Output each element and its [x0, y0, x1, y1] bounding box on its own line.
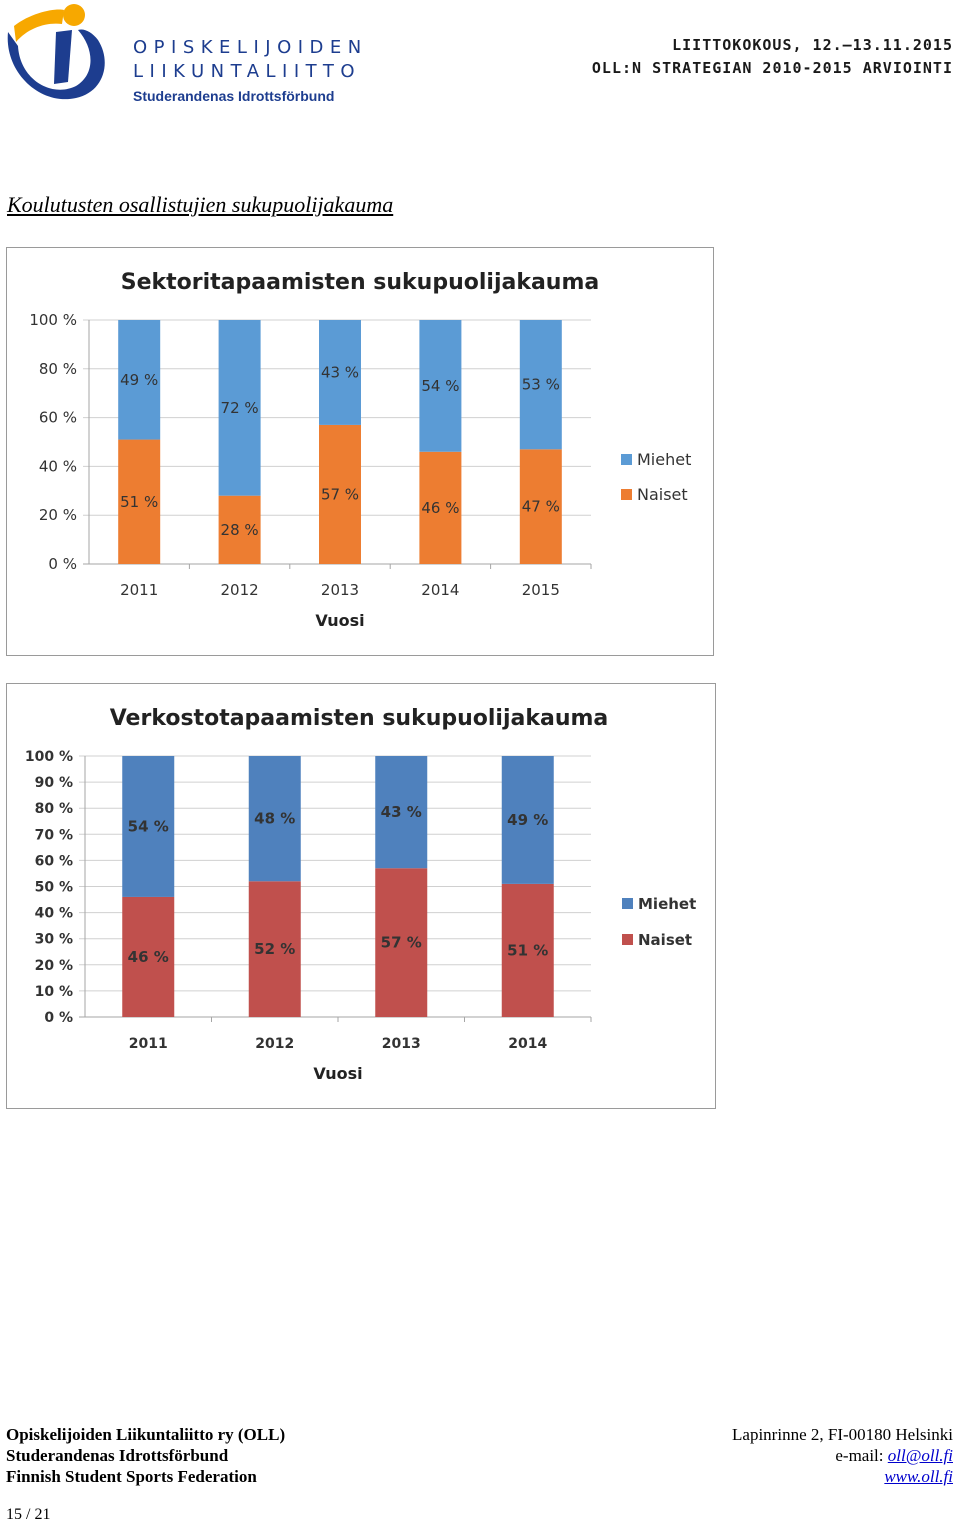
data-label-miehet-2014: 49 % — [507, 811, 548, 829]
bar-miehet-2014 — [501, 756, 554, 884]
data-label-miehet-2014: 54 % — [421, 377, 459, 395]
y-tick-label: 60 % — [39, 409, 77, 427]
y-tick-label: 100 % — [29, 311, 77, 329]
y-tick-label: 40 % — [39, 457, 77, 475]
x-tick-label: 2013 — [382, 1036, 421, 1052]
x-axis-title: Vuosi — [313, 1064, 362, 1083]
y-tick-label: 100 % — [25, 749, 73, 765]
y-tick-label: 40 % — [35, 906, 73, 922]
x-tick-label: 2015 — [522, 581, 560, 599]
y-tick-label: 80 % — [35, 801, 73, 817]
y-tick-label: 0 % — [44, 1010, 73, 1026]
y-tick-label: 70 % — [35, 827, 73, 843]
x-tick-label: 2012 — [221, 581, 259, 599]
data-label-naiset-2013: 57 % — [321, 485, 359, 503]
data-label-naiset-2013: 57 % — [381, 934, 422, 952]
chart-sektoritapaamiset-svg: Sektoritapaamisten sukupuolijakauma 0 % 20… — [29, 270, 691, 630]
chart-title: Sektoritapaamisten sukupuolijakauma — [121, 270, 600, 295]
page-number: 15 / 21 — [6, 1506, 51, 1523]
bar-naiset-2014 — [419, 451, 462, 564]
bar-miehet-2013 — [375, 756, 428, 869]
x-tick-label: 2013 — [321, 581, 359, 599]
data-label-miehet-2012: 48 % — [254, 810, 295, 828]
y-tick-label: 90 % — [35, 775, 73, 791]
footer-website-line: www.oll.fi — [732, 1466, 953, 1487]
bar-naiset-2013 — [319, 424, 361, 564]
data-label-naiset-2011: 46 % — [128, 948, 169, 966]
data-label-miehet-2011: 49 % — [120, 371, 158, 389]
y-tick-label: 80 % — [39, 360, 77, 378]
data-label-miehet-2011: 54 % — [128, 817, 169, 835]
bar-miehet-2013 — [319, 320, 361, 425]
bar-naiset-2014 — [501, 883, 554, 1017]
data-label-naiset-2014: 51 % — [507, 941, 548, 959]
legend-swatch-miehet — [621, 454, 632, 465]
footer-email-label: e-mail: — [835, 1446, 884, 1465]
footer-org-fi: Opiskelijoiden Liikuntaliitto ry (OLL) — [6, 1425, 286, 1444]
bar-naiset-2013 — [375, 868, 428, 1017]
x-tick-label: 2011 — [120, 581, 158, 599]
legend-swatch-naiset — [622, 934, 633, 945]
legend-swatch-miehet — [622, 898, 633, 909]
y-tick-label: 10 % — [35, 984, 73, 1000]
footer-org-sv: Studerandenas Idrottsförbund — [6, 1446, 229, 1465]
bar-naiset-2015 — [519, 449, 562, 564]
footer-org-en: Finnish Student Sports Federation — [6, 1467, 257, 1486]
x-tick-label: 2014 — [508, 1036, 547, 1052]
footer-email-line: e-mail: oll@oll.fi — [732, 1445, 953, 1466]
y-tick-label: 0 % — [48, 555, 77, 573]
legend-label-miehet: Miehet — [638, 895, 696, 913]
y-tick-label: 60 % — [35, 853, 73, 869]
bar-naiset-2011 — [122, 896, 175, 1017]
legend-label-naiset: Naiset — [638, 931, 692, 949]
org-name-line2: LIIKUNTALIITTO — [133, 61, 362, 82]
y-tick-label: 50 % — [35, 880, 73, 896]
data-label-naiset-2012: 28 % — [221, 521, 259, 539]
chart-verkostotapaamiset: Verkostotapaamisten sukupuolijakauma 0 % 1… — [6, 683, 716, 1109]
footer-email-link[interactable]: oll@oll.fi — [887, 1446, 953, 1465]
bar-miehet-2012 — [248, 756, 301, 882]
data-label-naiset-2011: 51 % — [120, 493, 158, 511]
y-tick-label: 30 % — [35, 932, 73, 948]
bar-miehet-2011 — [122, 756, 175, 897]
data-label-naiset-2012: 52 % — [254, 940, 295, 958]
data-label-miehet-2013: 43 % — [381, 803, 422, 821]
bar-naiset-2012 — [218, 495, 261, 564]
data-label-naiset-2015: 47 % — [522, 498, 560, 516]
meeting-title: LIITTOKOKOUS, 12.–13.11.2015 — [672, 36, 953, 54]
bar-miehet-2011 — [118, 320, 161, 440]
footer-website-link[interactable]: www.oll.fi — [884, 1467, 953, 1486]
header-meeting-info: LIITTOKOKOUS, 12.–13.11.2015 OLL:N STRAT… — [592, 34, 953, 80]
y-tick-label: 20 % — [39, 506, 77, 524]
bar-miehet-2015 — [519, 320, 562, 450]
x-axis-title: Vuosi — [315, 611, 364, 630]
chart-sektoritapaamiset: Sektoritapaamisten sukupuolijakauma 0 % 20… — [6, 247, 714, 656]
section-title: Koulutusten osallistujien sukupuolijakau… — [7, 192, 394, 217]
footer-address: Lapinrinne 2, FI-00180 Helsinki — [732, 1425, 953, 1444]
x-tick-label: 2014 — [421, 581, 459, 599]
strategy-title: OLL:N STRATEGIAN 2010-2015 ARVIOINTI — [591, 59, 953, 77]
bar-naiset-2012 — [248, 881, 301, 1017]
legend-label-naiset: Naiset — [637, 485, 688, 504]
oll-logo-icon — [7, 4, 105, 100]
footer-contact-block: Lapinrinne 2, FI-00180 Helsinki e-mail: … — [732, 1424, 953, 1487]
org-name-block: OPISKELIJOIDEN LIIKUNTALIITTO Studerande… — [133, 36, 368, 106]
data-label-miehet-2013: 43 % — [321, 363, 359, 381]
bar-naiset-2011 — [118, 439, 161, 564]
org-name-line1: OPISKELIJOIDEN — [133, 37, 368, 58]
chart-title: Verkostotapaamisten sukupuolijakauma — [110, 706, 609, 731]
x-tick-label: 2011 — [129, 1036, 168, 1052]
data-label-miehet-2012: 72 % — [221, 399, 259, 417]
x-tick-label: 2012 — [255, 1036, 294, 1052]
data-label-miehet-2015: 53 % — [522, 376, 560, 394]
footer-org-block: Opiskelijoiden Liikuntaliitto ry (OLL) S… — [6, 1424, 285, 1487]
data-label-naiset-2014: 46 % — [421, 499, 459, 517]
chart-verkostotapaamiset-svg: Verkostotapaamisten sukupuolijakauma 0 % 1… — [25, 706, 696, 1083]
legend-swatch-naiset — [621, 489, 632, 500]
y-tick-label: 20 % — [35, 958, 73, 974]
bar-miehet-2012 — [218, 320, 261, 496]
bar-miehet-2014 — [419, 320, 462, 452]
org-name-line3: Studerandenas Idrottsförbund — [133, 88, 335, 104]
legend-label-miehet: Miehet — [637, 450, 691, 469]
